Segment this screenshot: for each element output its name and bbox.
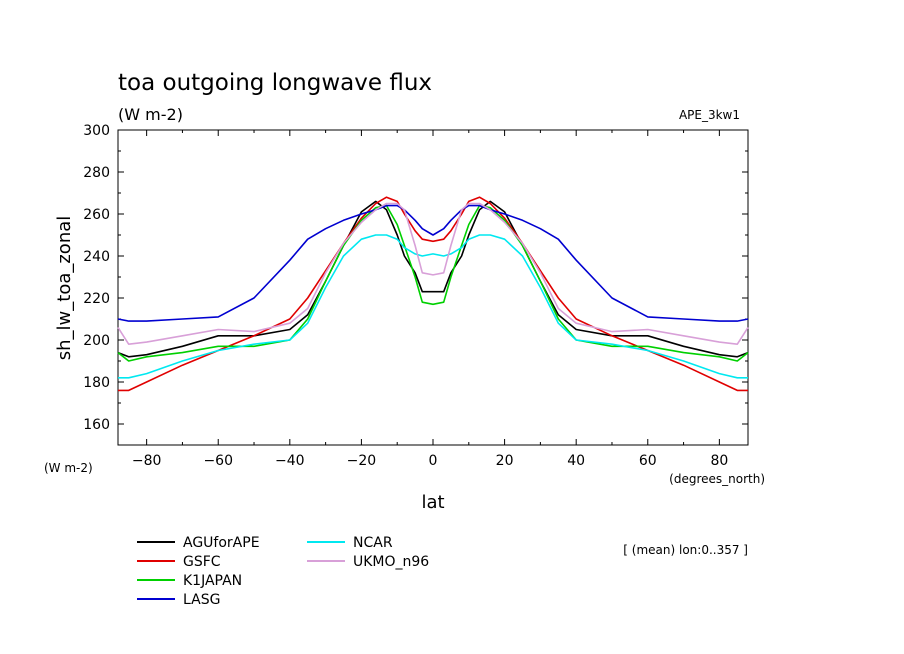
- legend-label: GSFC: [183, 554, 221, 570]
- series-lines: [117, 196, 749, 392]
- legend-label: LASG: [183, 592, 220, 608]
- y-tick-label: 200: [83, 333, 110, 349]
- chart-units: (W m-2): [118, 105, 183, 124]
- plot-frame: [117, 129, 749, 446]
- y-tick-label: 260: [83, 207, 110, 223]
- y-axis-label: sh_lw_toa_zonal: [54, 216, 75, 361]
- chart-title: toa outgoing longwave flux: [118, 70, 432, 96]
- x-axis: −80 −60 −40 −20 0 20 40 60 80: [132, 130, 728, 469]
- series-line-gsfc: [118, 196, 748, 392]
- series-line-aguforape: [117, 200, 749, 358]
- x-tick-label: 80: [710, 453, 728, 469]
- y-tick-label: 180: [83, 375, 110, 391]
- y-tick-label: 160: [83, 417, 110, 433]
- y-tick-label: 280: [83, 165, 110, 181]
- x-tick-label: 40: [567, 453, 585, 469]
- legend-label: K1JAPAN: [183, 573, 242, 589]
- legend-label: AGUforAPE: [183, 535, 260, 551]
- experiment-label: APE_3kw1: [679, 108, 740, 122]
- y-axis: 160 180 200 220 240 260 280 300: [83, 123, 748, 446]
- legend: AGUforAPE GSFC K1JAPAN LASG NCAR UKMO_n96: [137, 535, 429, 608]
- y-units-label: (W m-2): [44, 461, 93, 475]
- x-units-label: (degrees_north): [669, 472, 765, 486]
- legend-label: UKMO_n96: [353, 554, 429, 570]
- x-tick-label: 60: [639, 453, 657, 469]
- series-line-lasg: [117, 204, 749, 322]
- x-axis-label: lat: [421, 492, 444, 513]
- series-line-ukmo_n96: [117, 202, 749, 346]
- y-tick-label: 300: [83, 123, 110, 139]
- x-tick-label: −60: [203, 453, 233, 469]
- x-tick-label: −40: [275, 453, 305, 469]
- y-tick-label: 220: [83, 291, 110, 307]
- y-tick-label: 240: [83, 249, 110, 265]
- mean-annotation: [ (mean) lon:0..357 ]: [623, 543, 748, 557]
- x-tick-label: 0: [429, 453, 438, 469]
- legend-label: NCAR: [353, 535, 393, 551]
- x-tick-label: −20: [347, 453, 377, 469]
- series-line-ncar: [118, 234, 748, 379]
- x-tick-label: −80: [132, 453, 162, 469]
- x-tick-label: 20: [496, 453, 514, 469]
